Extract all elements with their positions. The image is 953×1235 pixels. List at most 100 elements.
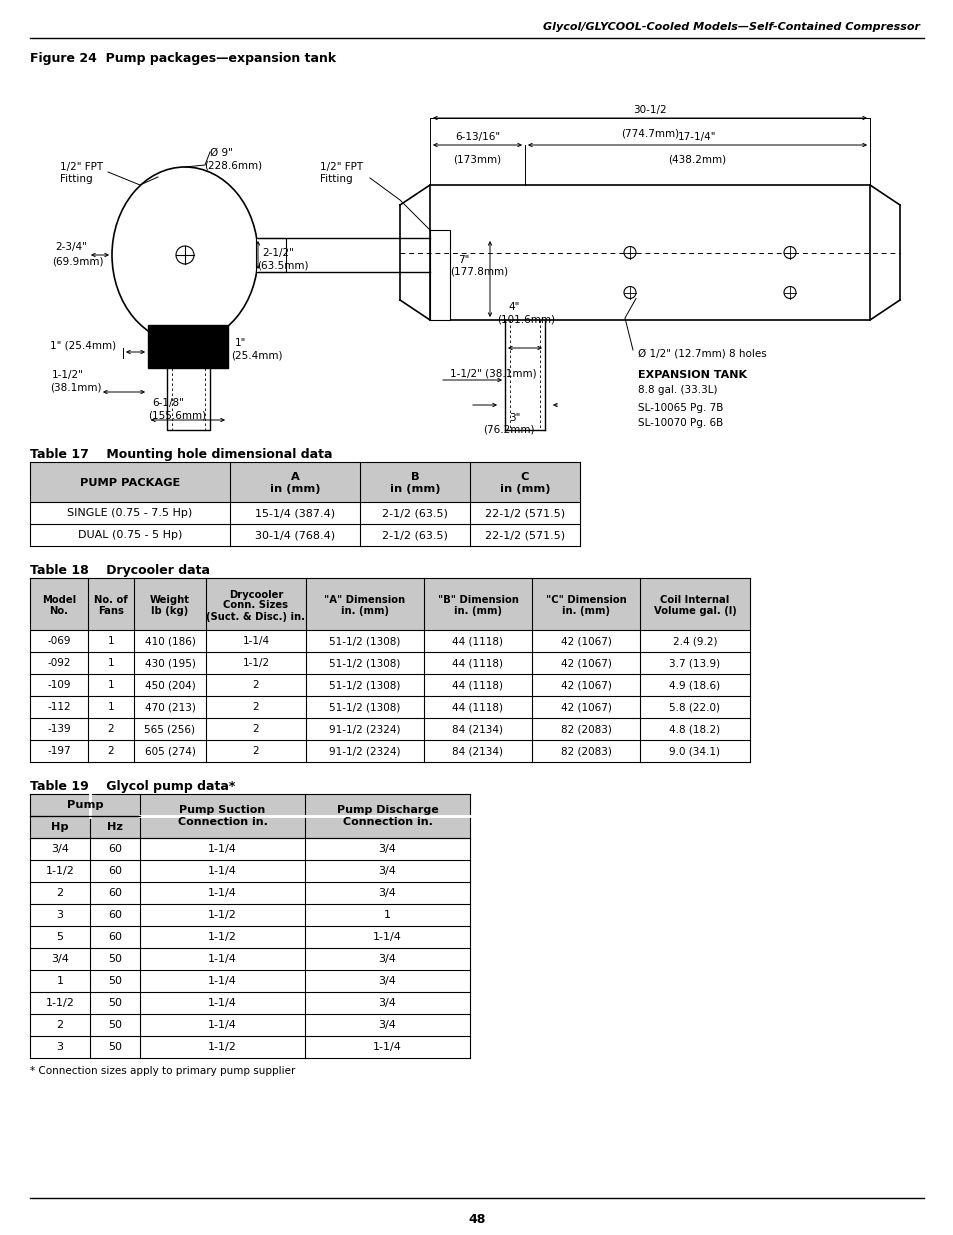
Text: in (mm): in (mm) (390, 484, 439, 494)
Text: 50: 50 (108, 976, 122, 986)
Text: 1-1/2" (38.1mm): 1-1/2" (38.1mm) (450, 368, 536, 378)
Text: 2: 2 (253, 746, 259, 756)
Text: 450 (204): 450 (204) (145, 680, 195, 690)
Text: DUAL (0.75 - 5 Hp): DUAL (0.75 - 5 Hp) (78, 530, 182, 540)
Bar (430, 230, 450, 320)
Text: 30-1/4 (768.4): 30-1/4 (768.4) (254, 530, 335, 540)
Text: 44 (1118): 44 (1118) (452, 658, 503, 668)
Text: 48: 48 (468, 1213, 485, 1226)
Text: 44 (1118): 44 (1118) (452, 701, 503, 713)
Text: 15-1/4 (387.4): 15-1/4 (387.4) (254, 508, 335, 517)
Bar (30, 794, 470, 839)
Text: Fitting: Fitting (60, 174, 92, 184)
Bar (255, 238, 286, 272)
Text: 5.8 (22.0): 5.8 (22.0) (669, 701, 720, 713)
Bar (30, 578, 749, 630)
Text: (76.2mm): (76.2mm) (483, 425, 535, 435)
Text: 44 (1118): 44 (1118) (452, 680, 503, 690)
Text: 30-1/2: 30-1/2 (633, 105, 666, 115)
Text: 82 (2083): 82 (2083) (560, 746, 611, 756)
Text: 1: 1 (108, 658, 114, 668)
Text: 1: 1 (56, 976, 64, 986)
Text: (774.7mm): (774.7mm) (620, 128, 679, 138)
Text: 50: 50 (108, 953, 122, 965)
Text: Ø 9": Ø 9" (210, 148, 233, 158)
Text: 91-1/2 (2324): 91-1/2 (2324) (329, 746, 400, 756)
Text: 1-1/4: 1-1/4 (208, 998, 236, 1008)
Text: Pump Suction
Connection in.: Pump Suction Connection in. (177, 805, 267, 826)
Text: 2: 2 (108, 724, 114, 734)
Text: 91-1/2 (2324): 91-1/2 (2324) (329, 724, 400, 734)
Text: 82 (2083): 82 (2083) (560, 724, 611, 734)
Text: 3/4: 3/4 (51, 953, 69, 965)
Text: 51-1/2 (1308): 51-1/2 (1308) (329, 658, 400, 668)
Bar (430, 185, 869, 320)
Text: 1-1/4: 1-1/4 (208, 866, 236, 876)
Text: 3/4: 3/4 (378, 976, 396, 986)
Text: EXPANSION TANK: EXPANSION TANK (638, 370, 746, 380)
Text: in (mm): in (mm) (499, 484, 550, 494)
Text: 2: 2 (56, 888, 64, 898)
Text: 1/2" FPT: 1/2" FPT (60, 162, 103, 172)
Text: 9.0 (34.1): 9.0 (34.1) (669, 746, 720, 756)
Text: 22-1/2 (571.5): 22-1/2 (571.5) (484, 508, 564, 517)
Text: (228.6mm): (228.6mm) (204, 161, 262, 170)
Text: A: A (291, 472, 299, 482)
Text: 1-1/2": 1-1/2" (52, 370, 84, 380)
Text: 3/4: 3/4 (378, 1020, 396, 1030)
Text: 60: 60 (108, 932, 122, 942)
Text: 50: 50 (108, 998, 122, 1008)
Text: 51-1/2 (1308): 51-1/2 (1308) (329, 701, 400, 713)
Text: in (mm): in (mm) (270, 484, 320, 494)
Bar (30, 462, 579, 501)
Text: 1-1/4: 1-1/4 (208, 888, 236, 898)
Text: 3/4: 3/4 (378, 844, 396, 853)
Text: 42 (1067): 42 (1067) (560, 636, 611, 646)
Text: 2-3/4": 2-3/4" (55, 242, 87, 252)
Text: 1-1/2: 1-1/2 (46, 866, 74, 876)
Text: 84 (2134): 84 (2134) (452, 724, 503, 734)
Text: 4": 4" (507, 303, 518, 312)
Text: Fans: Fans (98, 606, 124, 616)
Text: (38.1mm): (38.1mm) (50, 382, 101, 391)
Text: -109: -109 (48, 680, 71, 690)
Text: 2-1/2 (63.5): 2-1/2 (63.5) (381, 508, 448, 517)
Text: No.: No. (50, 606, 69, 616)
Text: 2: 2 (253, 680, 259, 690)
Text: Drycooler: Drycooler (229, 589, 283, 599)
Text: 42 (1067): 42 (1067) (560, 658, 611, 668)
Text: 5: 5 (56, 932, 64, 942)
Text: Glycol/GLYCOOL-Cooled Models—Self-Contained Compressor: Glycol/GLYCOOL-Cooled Models—Self-Contai… (542, 22, 919, 32)
Text: PUMP PACKAGE: PUMP PACKAGE (80, 478, 180, 488)
Text: 2.4 (9.2): 2.4 (9.2) (672, 636, 717, 646)
Text: SL-10065 Pg. 7B: SL-10065 Pg. 7B (638, 403, 722, 412)
Text: 22-1/2 (571.5): 22-1/2 (571.5) (484, 530, 564, 540)
Text: 2: 2 (108, 746, 114, 756)
Text: in. (mm): in. (mm) (454, 606, 501, 616)
Text: 44 (1118): 44 (1118) (452, 636, 503, 646)
Text: 42 (1067): 42 (1067) (560, 701, 611, 713)
Text: -197: -197 (47, 746, 71, 756)
Text: 60: 60 (108, 888, 122, 898)
Text: 8.8 gal. (33.3L): 8.8 gal. (33.3L) (638, 385, 717, 395)
Text: Figure 24  Pump packages—expansion tank: Figure 24 Pump packages—expansion tank (30, 52, 335, 65)
Text: 4.9 (18.6): 4.9 (18.6) (669, 680, 720, 690)
Text: (101.6mm): (101.6mm) (497, 314, 555, 324)
Text: 2-1/2": 2-1/2" (262, 248, 294, 258)
Text: 1-1/4: 1-1/4 (208, 844, 236, 853)
Text: lb (kg): lb (kg) (152, 606, 189, 616)
Text: 1: 1 (108, 701, 114, 713)
Text: 60: 60 (108, 844, 122, 853)
Text: 1-1/4: 1-1/4 (373, 1042, 401, 1052)
Text: (155.6mm): (155.6mm) (148, 410, 206, 420)
Text: Fitting: Fitting (319, 174, 353, 184)
Text: 1: 1 (108, 680, 114, 690)
Text: 1-1/4: 1-1/4 (208, 953, 236, 965)
Text: (63.5mm): (63.5mm) (256, 261, 308, 270)
Text: (438.2mm): (438.2mm) (668, 156, 726, 165)
Text: 1-1/4: 1-1/4 (208, 976, 236, 986)
Text: 3/4: 3/4 (51, 844, 69, 853)
Text: SINGLE (0.75 - 7.5 Hp): SINGLE (0.75 - 7.5 Hp) (68, 508, 193, 517)
Text: 565 (256): 565 (256) (144, 724, 195, 734)
Text: Table 19    Glycol pump data*: Table 19 Glycol pump data* (30, 781, 235, 793)
